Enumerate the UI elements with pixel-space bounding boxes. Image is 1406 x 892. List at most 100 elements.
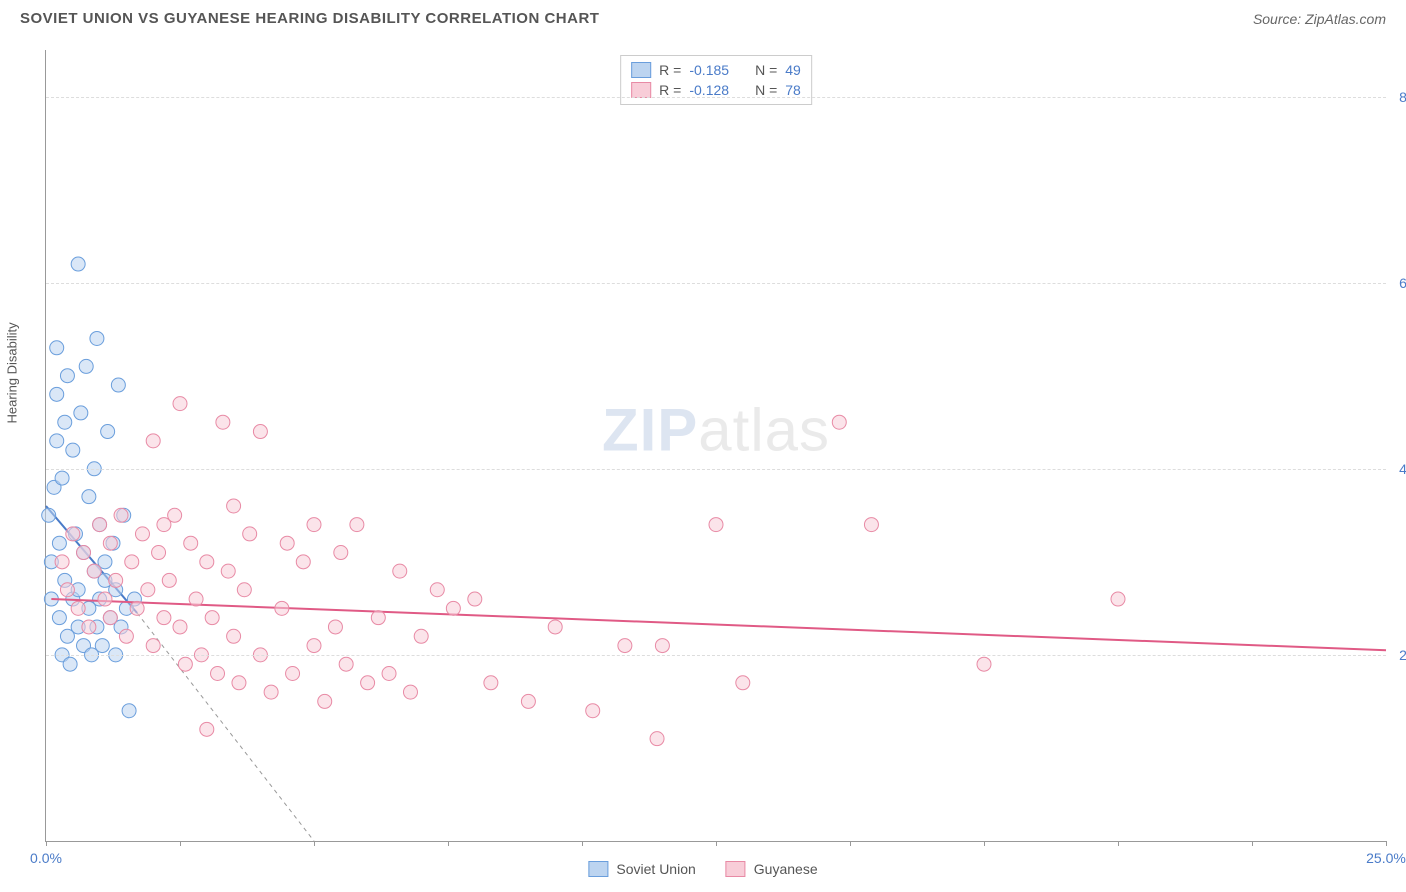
data-point <box>361 676 375 690</box>
source-label: Source: ZipAtlas.com <box>1253 11 1386 27</box>
data-point <box>403 685 417 699</box>
data-point <box>446 601 460 615</box>
data-point <box>173 620 187 634</box>
gridline <box>46 469 1386 470</box>
data-point <box>227 499 241 513</box>
data-point <box>430 583 444 597</box>
x-tick-label: 25.0% <box>1366 850 1406 866</box>
data-point <box>977 657 991 671</box>
r-label: R = <box>659 62 681 78</box>
data-point <box>74 406 88 420</box>
data-point <box>334 546 348 560</box>
data-point <box>60 583 74 597</box>
legend-label: Guyanese <box>754 861 818 877</box>
data-point <box>371 611 385 625</box>
y-tick-label: 8.0% <box>1399 89 1406 105</box>
data-point <box>237 583 251 597</box>
x-tick-mark <box>46 841 47 846</box>
x-tick-mark <box>448 841 449 846</box>
scatter-svg <box>46 50 1386 841</box>
legend-item: Guyanese <box>726 861 818 877</box>
data-point <box>98 592 112 606</box>
data-point <box>162 573 176 587</box>
data-point <box>655 639 669 653</box>
data-point <box>832 415 846 429</box>
y-tick-label: 6.0% <box>1399 275 1406 291</box>
y-axis-label: Hearing Disability <box>5 322 20 423</box>
data-point <box>521 694 535 708</box>
data-point <box>103 611 117 625</box>
data-point <box>393 564 407 578</box>
data-point <box>200 722 214 736</box>
data-point <box>280 536 294 550</box>
data-point <box>328 620 342 634</box>
data-point <box>205 611 219 625</box>
data-point <box>318 694 332 708</box>
y-tick-label: 2.0% <box>1399 647 1406 663</box>
data-point <box>71 257 85 271</box>
data-point <box>184 536 198 550</box>
data-point <box>52 536 66 550</box>
y-tick-label: 4.0% <box>1399 461 1406 477</box>
data-point <box>90 331 104 345</box>
data-point <box>101 425 115 439</box>
data-point <box>111 378 125 392</box>
chart-plot-area: ZIPatlas R =-0.185N =49R =-0.128N =78 2.… <box>45 50 1386 842</box>
data-point <box>95 639 109 653</box>
data-point <box>60 369 74 383</box>
chart-title: SOVIET UNION VS GUYANESE HEARING DISABIL… <box>20 10 599 27</box>
legend-swatch <box>631 62 651 78</box>
data-point <box>232 676 246 690</box>
x-tick-mark <box>1118 841 1119 846</box>
data-point <box>618 639 632 653</box>
legend-swatch <box>588 861 608 877</box>
data-point <box>1111 592 1125 606</box>
data-point <box>211 666 225 680</box>
data-point <box>125 555 139 569</box>
data-point <box>864 518 878 532</box>
data-point <box>350 518 364 532</box>
data-point <box>286 666 300 680</box>
data-point <box>173 397 187 411</box>
data-point <box>109 573 123 587</box>
data-point <box>141 583 155 597</box>
data-point <box>93 518 107 532</box>
x-tick-mark <box>716 841 717 846</box>
data-point <box>307 639 321 653</box>
data-point <box>52 611 66 625</box>
trend-line <box>51 599 1386 650</box>
x-tick-mark <box>850 841 851 846</box>
legend-item: Soviet Union <box>588 861 695 877</box>
x-tick-mark <box>1252 841 1253 846</box>
data-point <box>79 359 93 373</box>
data-point <box>146 434 160 448</box>
data-point <box>253 425 267 439</box>
data-point <box>77 546 91 560</box>
data-point <box>264 685 278 699</box>
data-point <box>152 546 166 560</box>
data-point <box>82 490 96 504</box>
data-point <box>709 518 723 532</box>
n-value: 49 <box>785 62 801 78</box>
data-point <box>307 518 321 532</box>
data-point <box>103 536 117 550</box>
gridline <box>46 283 1386 284</box>
data-point <box>221 564 235 578</box>
legend-label: Soviet Union <box>616 861 695 877</box>
x-tick-mark <box>1386 841 1387 846</box>
x-tick-mark <box>984 841 985 846</box>
data-point <box>87 564 101 578</box>
data-point <box>548 620 562 634</box>
x-tick-label: 0.0% <box>30 850 62 866</box>
data-point <box>42 508 56 522</box>
data-point <box>55 471 69 485</box>
series-legend: Soviet Union Guyanese <box>588 861 817 877</box>
data-point <box>50 387 64 401</box>
data-point <box>66 443 80 457</box>
data-point <box>71 601 85 615</box>
data-point <box>114 508 128 522</box>
data-point <box>178 657 192 671</box>
data-point <box>122 704 136 718</box>
data-point <box>650 732 664 746</box>
data-point <box>82 620 96 634</box>
